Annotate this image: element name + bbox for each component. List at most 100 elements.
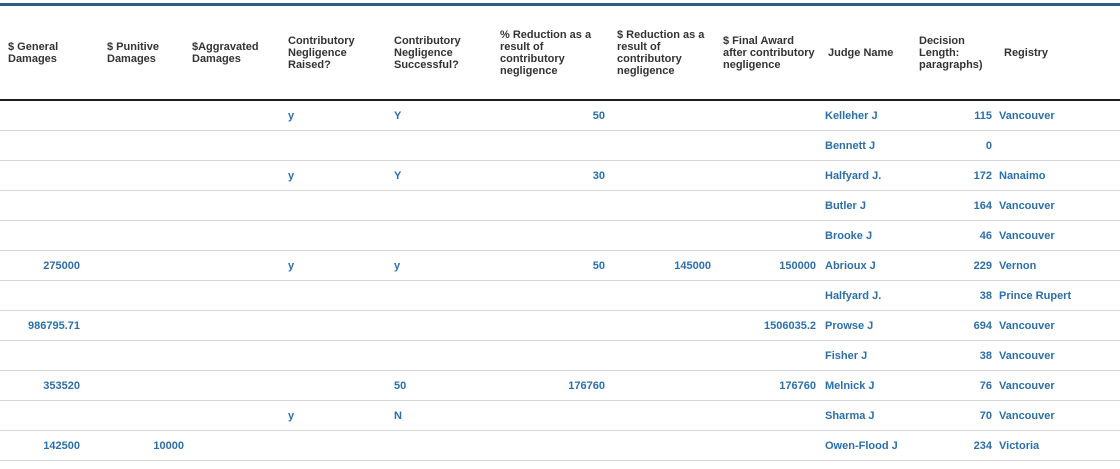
cell-dollar-reduction [609, 100, 715, 131]
header-row: $ General Damages $ Punitive Damages $Ag… [0, 6, 1120, 101]
cell-cn-successful [386, 130, 492, 161]
cell-decision-length: 229 [911, 250, 996, 281]
cell-decision-length: 0 [911, 130, 996, 161]
cell-cn-successful: Y [386, 100, 492, 131]
cell-general-damages [0, 280, 99, 311]
table-row[interactable]: Brooke J 46 Vancouver [0, 220, 1120, 251]
cell-final-award [715, 160, 820, 191]
table-row[interactable]: Fisher J 38 Vancouver [0, 340, 1120, 371]
cell-cn-successful [386, 430, 492, 461]
table-row[interactable]: 353520 50 176760 176760 Melnick J 76 Vancouver [0, 370, 1120, 401]
cell-final-award [715, 100, 820, 131]
table-row[interactable]: 275000 y y 50 145000 150000 Abrioux J 229 Vernon [0, 250, 1120, 281]
cell-registry: Vancouver [996, 370, 1120, 401]
cell-pct-reduction: 50 [492, 250, 609, 281]
cell-cn-raised [280, 430, 386, 461]
cell-final-award [715, 400, 820, 431]
cell-judge-name: Melnick J [820, 370, 911, 401]
cell-pct-reduction [492, 130, 609, 161]
table-row[interactable]: y Y 50 Kelleher J 115 Vancouver [0, 100, 1120, 131]
cell-punitive-damages [99, 250, 184, 281]
cell-aggravated-damages [184, 160, 280, 191]
cell-judge-name: Brooke J [820, 220, 911, 251]
cell-aggravated-damages [184, 130, 280, 161]
cell-judge-name: Kelleher J [820, 100, 911, 131]
cell-decision-length: 76 [911, 370, 996, 401]
cell-aggravated-damages [184, 250, 280, 281]
cell-judge-name: Butler J [820, 190, 911, 221]
cell-pct-reduction [492, 310, 609, 341]
cell-decision-length: 38 [911, 280, 996, 311]
cell-final-award: 176760 [715, 370, 820, 401]
cell-punitive-damages [99, 400, 184, 431]
cell-dollar-reduction [609, 160, 715, 191]
header-pct-reduction[interactable]: % Reduction as a result of contributory … [492, 6, 609, 101]
header-registry[interactable]: Registry [996, 6, 1120, 101]
header-punitive-damages[interactable]: $ Punitive Damages [99, 6, 184, 101]
cell-dollar-reduction [609, 220, 715, 251]
cell-judge-name: Abrioux J [820, 250, 911, 281]
table-row[interactable]: Halfyard J. 38 Prince Rupert [0, 280, 1120, 311]
cell-cn-raised [280, 370, 386, 401]
cell-general-damages [0, 220, 99, 251]
cell-decision-length: 164 [911, 190, 996, 221]
header-cn-raised[interactable]: Contributory Negligence Raised? [280, 6, 386, 101]
cell-cn-successful [386, 220, 492, 251]
cell-registry: Vernon [996, 250, 1120, 281]
header-cn-successful[interactable]: Contributory Negligence Successful? [386, 6, 492, 101]
table-row[interactable]: 986795.71 1506035.2 Prowse J 694 Vancouver [0, 310, 1120, 341]
cell-final-award: 150000 [715, 250, 820, 281]
cell-cn-raised: y [280, 100, 386, 131]
cell-pct-reduction [492, 280, 609, 311]
header-final-award[interactable]: $ Final Award after contributory neglige… [715, 6, 820, 101]
table-row[interactable]: y N Sharma J 70 Vancouver [0, 400, 1120, 431]
cell-decision-length: 70 [911, 400, 996, 431]
cell-cn-raised [280, 280, 386, 311]
cell-judge-name: Sharma J [820, 400, 911, 431]
cell-dollar-reduction [609, 190, 715, 221]
header-aggravated-damages[interactable]: $Aggravated Damages [184, 6, 280, 101]
cell-cn-successful: Y [386, 160, 492, 191]
cell-pct-reduction [492, 400, 609, 431]
cell-dollar-reduction: 145000 [609, 250, 715, 281]
cell-registry: Vancouver [996, 400, 1120, 431]
cell-dollar-reduction [609, 280, 715, 311]
cell-judge-name: Prowse J [820, 310, 911, 341]
header-decision-length[interactable]: Decision Length: paragraphs) [911, 6, 996, 101]
cell-punitive-damages [99, 190, 184, 221]
cell-cn-successful: y [386, 250, 492, 281]
cell-registry: Prince Rupert [996, 280, 1120, 311]
cell-pct-reduction: 176760 [492, 370, 609, 401]
cell-judge-name: Halfyard J. [820, 160, 911, 191]
cell-aggravated-damages [184, 370, 280, 401]
cell-registry: Nanaimo [996, 160, 1120, 191]
table-body: y Y 50 Kelleher J 115 Vancouver Bennett J 0 y Y 30… [0, 100, 1120, 461]
header-general-damages[interactable]: $ General Damages [0, 6, 99, 101]
cell-general-damages [0, 100, 99, 131]
cell-registry: Victoria [996, 430, 1120, 461]
cell-judge-name: Fisher J [820, 340, 911, 371]
cell-judge-name: Bennett J [820, 130, 911, 161]
cell-registry [996, 130, 1120, 161]
table-row[interactable]: 142500 10000 Owen-Flood J 234 Victoria [0, 430, 1120, 461]
cell-punitive-damages [99, 130, 184, 161]
cell-aggravated-damages [184, 280, 280, 311]
cell-dollar-reduction [609, 310, 715, 341]
cell-punitive-damages [99, 310, 184, 341]
cell-cn-successful [386, 340, 492, 371]
cell-registry: Vancouver [996, 100, 1120, 131]
cell-aggravated-damages [184, 100, 280, 131]
cell-dollar-reduction [609, 340, 715, 371]
table-row[interactable]: Butler J 164 Vancouver [0, 190, 1120, 221]
cell-decision-length: 46 [911, 220, 996, 251]
cell-punitive-damages: 10000 [99, 430, 184, 461]
header-dollar-reduction[interactable]: $ Reduction as a result of contributory … [609, 6, 715, 101]
cell-pct-reduction: 30 [492, 160, 609, 191]
cell-general-damages [0, 190, 99, 221]
cell-general-damages: 986795.71 [0, 310, 99, 341]
cell-final-award [715, 190, 820, 221]
header-judge-name[interactable]: Judge Name [820, 6, 911, 101]
table-row[interactable]: y Y 30 Halfyard J. 172 Nanaimo [0, 160, 1120, 191]
cell-punitive-damages [99, 340, 184, 371]
